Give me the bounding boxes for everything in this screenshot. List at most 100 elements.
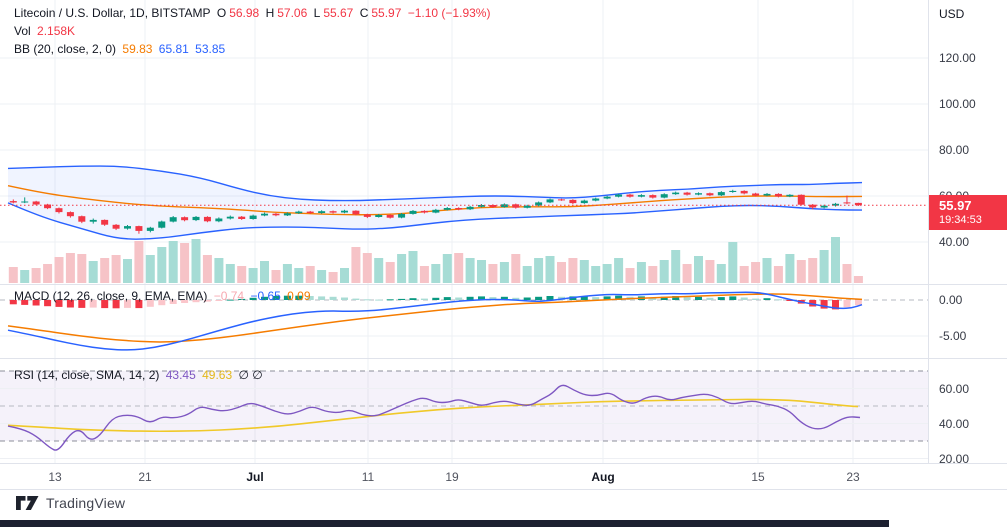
candle-body xyxy=(546,199,554,203)
open-label: O xyxy=(216,6,227,20)
candle-body xyxy=(603,196,611,199)
volume-bar xyxy=(785,254,795,283)
tradingview-logo-text: TradingView xyxy=(46,495,126,511)
macd-histogram-bar xyxy=(192,300,200,303)
time-axis[interactable]: 13 21 Jul 11 19 Aug 15 23 xyxy=(0,464,1007,489)
change-value: −1.10 (−1.93%) xyxy=(407,6,491,20)
volume-bar xyxy=(237,266,247,283)
volume-bar xyxy=(260,261,269,283)
candle-body xyxy=(32,201,40,205)
macd-histogram-bar xyxy=(101,300,109,309)
volume-bar xyxy=(796,260,806,283)
macd-histogram-bar xyxy=(169,300,177,304)
volume-bar xyxy=(762,258,772,283)
macd-histogram-bar xyxy=(592,297,600,300)
candle-body xyxy=(158,221,166,228)
volume-bar xyxy=(442,254,452,283)
macd-histogram-bar xyxy=(124,300,131,308)
time-axis-label: 19 xyxy=(445,470,459,484)
rsi-tick-label: 20.00 xyxy=(939,451,970,466)
volume-bar xyxy=(20,270,30,283)
time-axis-label: Aug xyxy=(591,470,615,484)
candle-body xyxy=(363,214,371,217)
candle-body xyxy=(124,226,131,229)
bb-lower-value: 53.85 xyxy=(195,42,226,56)
volume-bar xyxy=(591,266,601,283)
macd-histogram-bar xyxy=(409,298,417,300)
macd-histogram-bar xyxy=(375,299,383,301)
candle-body xyxy=(169,217,177,222)
macd-tick-label: -5.00 xyxy=(939,329,967,343)
pane-separator-macd[interactable] xyxy=(0,284,1007,285)
volume-bar xyxy=(682,264,692,283)
macd-histogram-bar xyxy=(832,300,839,310)
volume-bar xyxy=(557,262,566,283)
macd-histogram-bar xyxy=(763,298,771,300)
volume-bar xyxy=(282,264,292,283)
volume-bar xyxy=(751,262,761,283)
time-axis-label: 21 xyxy=(138,470,152,484)
macd-histogram-bar xyxy=(66,300,74,308)
macd-histogram-bar xyxy=(78,300,86,308)
candle-body xyxy=(78,216,86,222)
time-axis-label: 13 xyxy=(48,470,62,484)
candle-body xyxy=(9,201,17,203)
volume-bar xyxy=(716,264,726,283)
volume-bar xyxy=(636,262,646,283)
volume-bar xyxy=(431,264,441,283)
rsi-line xyxy=(7,384,861,451)
candle-body xyxy=(398,213,406,218)
candle-body xyxy=(820,205,828,208)
rsi-legend: RSI (14, close, SMA, 14, 2) 43.45 49.63 … xyxy=(14,368,266,382)
macd-histogram-bar xyxy=(9,300,17,305)
volume-bar xyxy=(225,264,235,283)
volume-bar xyxy=(545,256,555,283)
volume-bar xyxy=(88,261,98,283)
candle-body xyxy=(466,206,474,210)
open-value: 56.98 xyxy=(229,6,260,20)
macd-histogram-bar xyxy=(44,300,52,307)
close-label: C xyxy=(359,6,369,20)
volume-bar xyxy=(408,251,418,283)
volume-bar xyxy=(317,270,327,283)
candle-body xyxy=(569,199,577,204)
candle-body xyxy=(420,210,428,213)
low-value: 55.67 xyxy=(323,6,354,20)
tradingview-attribution[interactable]: TradingView xyxy=(16,495,125,511)
price-axis[interactable]: USD 120.00 100.00 80.00 60.00 40.00 0.00 -5.00… xyxy=(929,0,1007,466)
volume-bar xyxy=(31,268,41,283)
macd-histogram-bar xyxy=(341,297,348,300)
macd-histogram-bar xyxy=(489,297,497,300)
candle-body xyxy=(306,211,314,213)
volume-bar xyxy=(305,266,315,283)
symbol-title: Litecoin / U.S. Dollar, 1D, BITSTAMP xyxy=(14,6,211,20)
candle-body xyxy=(340,210,348,213)
rsi-value: 43.45 xyxy=(165,368,196,382)
volume-bar xyxy=(168,241,178,283)
last-price-badge: 55.97 19:34:53 xyxy=(929,195,1007,231)
volume-bar xyxy=(488,264,498,283)
price-tick-label: 120.00 xyxy=(939,51,976,65)
volume-label: Vol xyxy=(14,24,31,38)
macd-histogram-bar xyxy=(660,296,668,300)
bottom-scroll-bar[interactable] xyxy=(0,520,889,527)
candle-body xyxy=(146,227,154,231)
volume-bar xyxy=(43,264,53,283)
bb-label: BB (20, close, 2, 0) xyxy=(14,42,117,56)
volume-bar xyxy=(648,266,658,283)
pane-separator-rsi[interactable] xyxy=(0,358,1007,359)
candle-body xyxy=(672,192,680,195)
volume-bar xyxy=(853,276,863,283)
volume-bar xyxy=(77,254,87,283)
macd-histogram-bar xyxy=(181,300,189,303)
volume-bar xyxy=(397,254,407,283)
candle-body xyxy=(55,208,63,213)
candle-body xyxy=(649,195,657,198)
candle-body xyxy=(752,193,760,196)
time-axis-border-top xyxy=(0,463,1007,464)
volume-bar xyxy=(739,266,749,283)
price-tick-label: 40.00 xyxy=(939,235,970,249)
chart-canvas[interactable] xyxy=(0,0,928,463)
macd-histogram-bar xyxy=(615,295,623,300)
macd-histogram-bar xyxy=(55,300,63,307)
